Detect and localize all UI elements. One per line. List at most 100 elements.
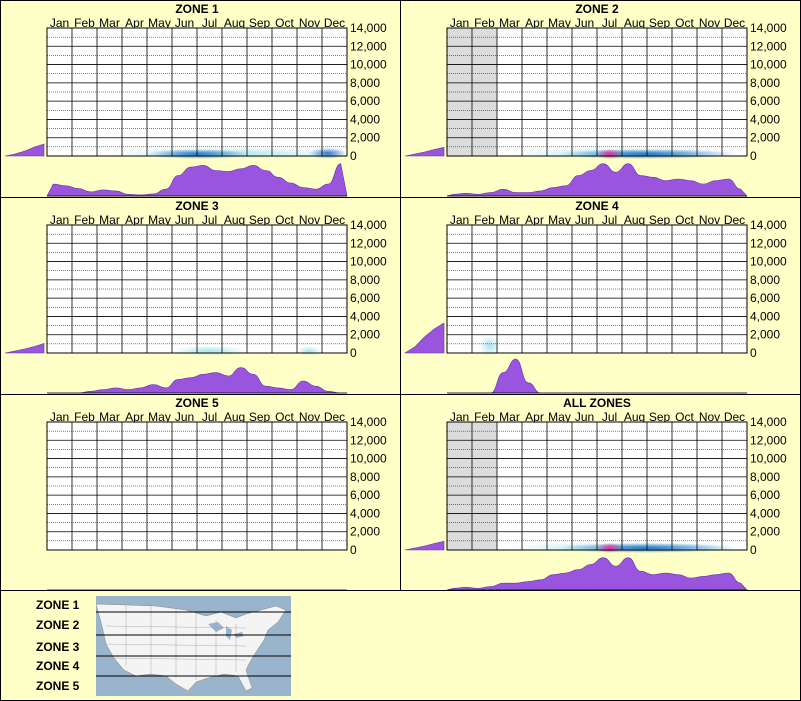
month-tick-label: Sep [649, 213, 671, 227]
month-tick-label: May [148, 410, 171, 424]
month-tick-label: May [148, 213, 171, 227]
month-tick-label: Oct [675, 213, 694, 227]
elevation-histogram [403, 322, 445, 354]
month-histogram [446, 163, 748, 197]
month-tick-label: Oct [275, 16, 294, 30]
y-tick-label: 10,000 [350, 452, 387, 466]
y-tick-label: 14,000 [350, 21, 387, 35]
month-tick-label: Jul [602, 213, 617, 227]
y-tick-label: 4,000 [750, 309, 780, 323]
month-tick-label: Apr [525, 213, 544, 227]
y-tick-label: 10,000 [350, 255, 387, 269]
month-tick-label: Mar [499, 213, 520, 227]
month-tick-label: Jun [575, 213, 594, 227]
y-tick-label: 14,000 [350, 415, 387, 429]
month-tick-label: Jun [175, 16, 194, 30]
month-tick-label: Sep [249, 16, 271, 30]
month-tick-label: Jul [202, 410, 217, 424]
elevation-histogram [404, 540, 445, 551]
month-tick-label: Apr [125, 16, 144, 30]
month-tick-label: Jul [202, 213, 217, 227]
month-tick-label: May [548, 213, 571, 227]
y-tick-label: 10,000 [750, 452, 787, 466]
month-tick-label: Sep [649, 410, 671, 424]
plot-border [46, 224, 348, 354]
y-tick-label: 8,000 [350, 273, 380, 287]
month-tick-label: Oct [275, 410, 294, 424]
month-tick-label: Sep [249, 410, 271, 424]
y-tick-label: 8,000 [350, 76, 380, 90]
month-tick-label: Aug [224, 213, 245, 227]
month-tick-label: Nov [699, 213, 720, 227]
month-tick-label: Jan [450, 410, 469, 424]
y-tick-label: 12,000 [350, 236, 387, 250]
y-tick-label: 14,000 [750, 218, 787, 232]
month-tick-label: Aug [224, 410, 245, 424]
month-tick-label: May [548, 410, 571, 424]
y-tick-label: 10,000 [350, 58, 387, 72]
y-tick-label: 14,000 [750, 21, 787, 35]
month-tick-label: Mar [499, 410, 520, 424]
no-data-shade [472, 28, 497, 156]
y-tick-label: 12,000 [350, 39, 387, 53]
month-tick-label: Oct [275, 213, 294, 227]
month-tick-label: Feb [74, 410, 95, 424]
zone-panel-4: ZONE 4 Jan Feb Mar Apr May Jun Jul Aug Sep Oct Nov D… [400, 197, 801, 395]
y-tick-label: 6,000 [350, 94, 380, 108]
plot-border [446, 224, 748, 354]
month-tick-label: Jun [575, 16, 594, 30]
chart-title: ZONE 2 [575, 2, 619, 16]
month-tick-label: Feb [474, 213, 495, 227]
zone-panel-3: ZONE 3 Jan Feb Mar Apr May Jun Jul Aug Sep Oct Nov D… [0, 197, 401, 395]
month-tick-label: Dec [324, 410, 345, 424]
no-data-shade [472, 422, 497, 550]
month-tick-label: Jul [602, 16, 617, 30]
month-tick-label: Dec [324, 213, 345, 227]
month-tick-label: Nov [699, 16, 720, 30]
month-histogram [47, 367, 347, 394]
month-tick-label: Mar [99, 410, 120, 424]
y-tick-label: 2,000 [350, 328, 380, 342]
map-state-lines [103, 606, 247, 680]
legend-zone-5-label: ZONE 5 [36, 679, 80, 693]
y-tick-label: 4,000 [350, 112, 380, 126]
month-tick-label: Apr [525, 16, 544, 30]
heat-blob [172, 345, 247, 356]
chart-title: ALL ZONES [563, 396, 631, 410]
legend-zone-4-label: ZONE 4 [36, 659, 80, 673]
y-tick-label: 6,000 [350, 488, 380, 502]
chart-title: ZONE 5 [175, 396, 219, 410]
chart-title: ZONE 4 [575, 199, 619, 213]
month-tick-label: Feb [74, 16, 95, 30]
month-tick-label: May [548, 16, 571, 30]
month-tick-label: Apr [125, 213, 144, 227]
y-tick-label: 12,000 [750, 236, 787, 250]
month-tick-label: Jul [602, 410, 617, 424]
month-tick-label: Dec [324, 16, 345, 30]
legend-zone-1-label: ZONE 1 [36, 598, 80, 612]
plot-border [446, 27, 748, 157]
month-tick-label: Jun [175, 213, 194, 227]
zone-map [96, 596, 291, 696]
month-tick-label: Mar [99, 16, 120, 30]
month-tick-label: Aug [624, 213, 645, 227]
month-tick-label: Jan [450, 16, 469, 30]
month-tick-label: Oct [675, 16, 694, 30]
y-tick-label: 0 [350, 149, 357, 163]
month-tick-label: Dec [724, 213, 745, 227]
y-tick-label: 6,000 [350, 291, 380, 305]
month-tick-label: Jan [50, 213, 69, 227]
y-tick-label: 6,000 [750, 488, 780, 502]
chart-title: ZONE 1 [175, 2, 219, 16]
month-tick-label: Feb [74, 213, 95, 227]
month-tick-label: Nov [699, 410, 720, 424]
month-tick-label: Jan [50, 16, 69, 30]
y-tick-label: 2,000 [750, 525, 780, 539]
heat-blob [558, 149, 734, 159]
y-tick-label: 8,000 [750, 470, 780, 484]
zone-panel-2: ZONE 2 Jan Feb Mar Apr May Jun Jul Aug Sep Oct Nov D… [400, 0, 801, 198]
y-tick-label: 0 [750, 346, 757, 360]
y-tick-label: 2,000 [350, 525, 380, 539]
y-tick-label: 8,000 [750, 76, 780, 90]
month-tick-label: Feb [474, 410, 495, 424]
